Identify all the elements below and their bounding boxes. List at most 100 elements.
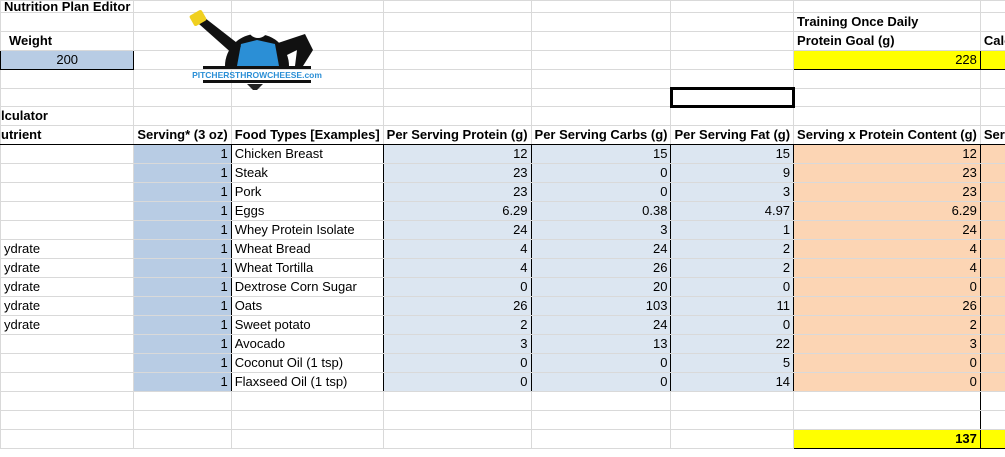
cell-protein[interactable]: 12 [382, 144, 532, 165]
cell-food[interactable]: Whey Protein Isolate [230, 220, 384, 241]
cell-serving[interactable]: 1 [133, 239, 232, 260]
cell-carbs[interactable]: 24 [530, 239, 672, 260]
cell-carbs[interactable]: 0 [530, 353, 672, 374]
cell-fat[interactable]: 5 [670, 353, 795, 374]
cell-serving[interactable]: 1 [133, 353, 232, 374]
cell-food[interactable]: Eggs [230, 201, 384, 222]
cell-serving-calories[interactable] [979, 201, 1005, 222]
cell-carbs[interactable]: 3 [530, 220, 672, 241]
cell-serving[interactable]: 1 [133, 296, 232, 317]
cell-serving[interactable]: 1 [133, 334, 232, 355]
cell-serving[interactable]: 1 [133, 220, 232, 241]
cell-food[interactable]: Flaxseed Oil (1 tsp) [230, 372, 384, 393]
cell-protein[interactable]: 23 [382, 182, 532, 203]
cell-protein[interactable]: 6.29 [382, 201, 532, 222]
cell-nutrient[interactable]: ydrate [0, 239, 135, 260]
cell-sxp[interactable]: 6.29 [793, 201, 981, 222]
cell-nutrient[interactable] [0, 182, 135, 203]
cell-fat[interactable]: 22 [670, 334, 795, 355]
cell-serving-calories[interactable] [979, 144, 1005, 165]
cell-protein[interactable]: 4 [382, 239, 532, 260]
cell-sxp[interactable]: 0 [793, 372, 981, 393]
cell-fat[interactable]: 14 [670, 372, 795, 393]
calorie-label[interactable]: Calorie C [979, 31, 1005, 51]
cell-carbs[interactable]: 26 [530, 258, 672, 279]
cell-sxp[interactable]: 23 [793, 182, 981, 203]
cell-nutrient[interactable] [0, 163, 135, 184]
cell-carbs[interactable]: 0 [530, 182, 672, 203]
protein-goal-label[interactable]: Protein Goal (g) [793, 31, 981, 51]
column-header[interactable]: Per Serving Carbs (g) [530, 125, 672, 146]
cell-fat[interactable]: 2 [670, 258, 795, 279]
calculator-label[interactable]: lculator [0, 106, 135, 127]
cell-serving-calories[interactable] [979, 334, 1005, 355]
cell-carbs[interactable]: 0.38 [530, 201, 672, 222]
cell-fat[interactable]: 0 [670, 315, 795, 336]
column-header[interactable]: Serving [979, 125, 1005, 146]
cell-serving-calories[interactable] [979, 353, 1005, 374]
cell-fat[interactable]: 11 [670, 296, 795, 317]
cell-serving-calories[interactable] [979, 220, 1005, 241]
cell-carbs[interactable]: 24 [530, 315, 672, 336]
cell-fat[interactable]: 2 [670, 239, 795, 260]
cell-serving[interactable]: 1 [133, 182, 232, 203]
cell-carbs[interactable]: 103 [530, 296, 672, 317]
cell-fat[interactable]: 9 [670, 163, 795, 184]
cell-food[interactable]: Pork [230, 182, 384, 203]
sheet-title[interactable]: Nutrition Plan Editor [0, 0, 135, 13]
cell-serving-calories[interactable] [979, 296, 1005, 317]
cell-carbs[interactable]: 0 [530, 372, 672, 393]
cell-serving[interactable]: 1 [133, 315, 232, 336]
cell-sxp[interactable]: 0 [793, 353, 981, 374]
protein-goal-value[interactable]: 228 [793, 50, 981, 70]
cell-carbs[interactable]: 13 [530, 334, 672, 355]
cell-nutrient[interactable] [0, 372, 135, 393]
cell-sxp[interactable]: 12 [793, 144, 981, 165]
cell-nutrient[interactable]: ydrate [0, 277, 135, 298]
cell-protein[interactable]: 2 [382, 315, 532, 336]
cell-serving[interactable]: 1 [133, 258, 232, 279]
cell-nutrient[interactable]: ydrate [0, 258, 135, 279]
column-header[interactable]: Serving* (3 oz) [133, 125, 232, 146]
column-header[interactable]: utrient [0, 125, 135, 146]
cell-carbs[interactable]: 0 [530, 163, 672, 184]
cell-serving-calories[interactable] [979, 258, 1005, 279]
column-header[interactable]: Food Types [Examples] [230, 125, 384, 146]
cell-nutrient[interactable] [0, 220, 135, 241]
cell-serving-calories[interactable] [979, 239, 1005, 260]
cell-serving[interactable]: 1 [133, 277, 232, 298]
cell-food[interactable]: Sweet potato [230, 315, 384, 336]
cell-food[interactable]: Coconut Oil (1 tsp) [230, 353, 384, 374]
cell-protein[interactable]: 23 [382, 163, 532, 184]
selected-cell[interactable] [669, 87, 795, 108]
protein-total[interactable]: 137 [793, 428, 981, 449]
cell-nutrient[interactable]: ydrate [0, 315, 135, 336]
cell-food[interactable]: Wheat Bread [230, 239, 384, 260]
cell-protein[interactable]: 3 [382, 334, 532, 355]
cell-sxp[interactable]: 4 [793, 258, 981, 279]
cell-serving[interactable]: 1 [133, 144, 232, 165]
cell-food[interactable]: Steak [230, 163, 384, 184]
cell-serving-calories[interactable] [979, 182, 1005, 203]
cell-sxp[interactable]: 3 [793, 334, 981, 355]
cell-sxp[interactable]: 0 [793, 277, 981, 298]
cell-serving-calories[interactable] [979, 372, 1005, 393]
cell-nutrient[interactable] [0, 334, 135, 355]
cell-protein[interactable]: 26 [382, 296, 532, 317]
cell-food[interactable]: Avocado [230, 334, 384, 355]
training-label[interactable]: Training Once Daily [793, 12, 981, 32]
cell-nutrient[interactable] [0, 201, 135, 222]
cell-food[interactable]: Chicken Breast [230, 144, 384, 165]
cell-fat[interactable]: 4.97 [670, 201, 795, 222]
column-header[interactable]: Per Serving Fat (g) [670, 125, 795, 146]
cell-protein[interactable]: 24 [382, 220, 532, 241]
weight-label[interactable]: Weight [0, 31, 135, 51]
cell-nutrient[interactable]: ydrate [0, 296, 135, 317]
cell-fat[interactable]: 0 [670, 277, 795, 298]
cell-serving-calories[interactable] [979, 315, 1005, 336]
cell-carbs[interactable]: 15 [530, 144, 672, 165]
cell-food[interactable]: Oats [230, 296, 384, 317]
cell-sxp[interactable]: 23 [793, 163, 981, 184]
cell-sxp[interactable]: 2 [793, 315, 981, 336]
cell-fat[interactable]: 15 [670, 144, 795, 165]
